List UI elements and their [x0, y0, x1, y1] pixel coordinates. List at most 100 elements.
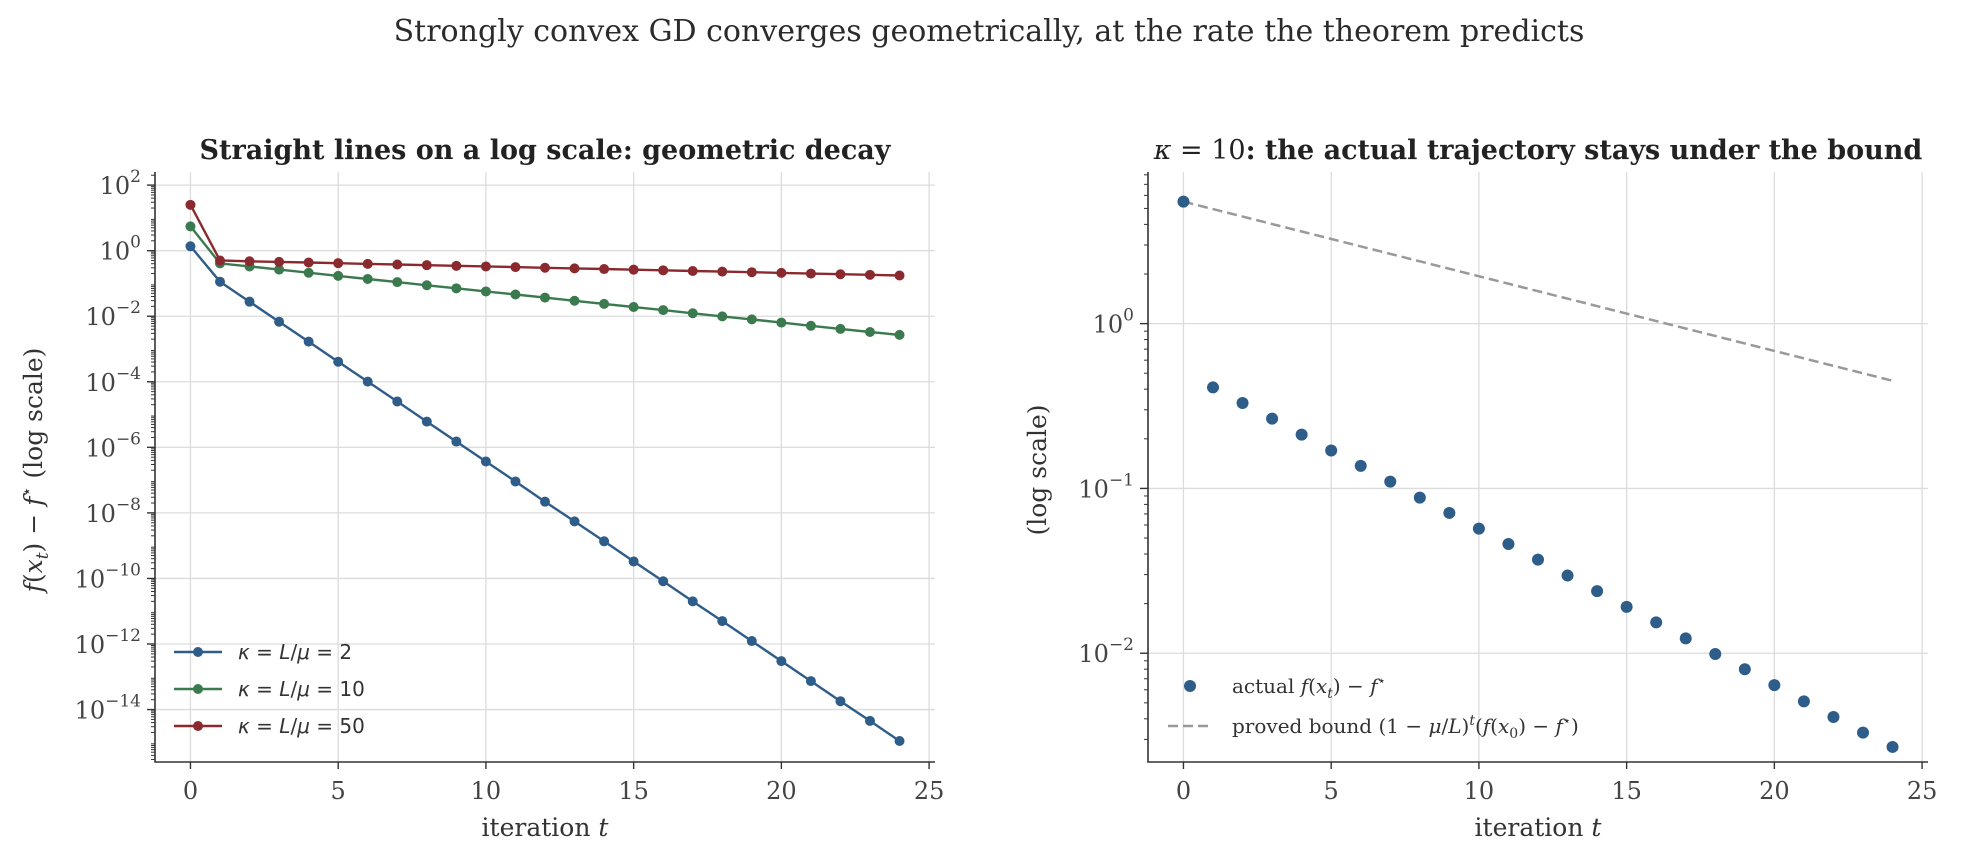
panel-left: Straight lines on a log scale: geometric…: [17, 135, 944, 842]
actual-point: [1797, 695, 1810, 708]
data-point-kappa2: [865, 715, 875, 726]
actual-point: [1709, 647, 1722, 660]
panel-left-series: [185, 199, 905, 746]
bound-line: [1183, 200, 1893, 382]
x-tick-label: 5: [1324, 777, 1339, 805]
actual-point: [1443, 506, 1456, 519]
data-point-kappa50: [569, 263, 580, 274]
data-point-kappa10: [717, 311, 728, 322]
y-tick-label: 10−2: [1078, 635, 1134, 668]
data-point-kappa50: [599, 264, 610, 275]
actual-point: [1857, 726, 1869, 739]
actual-point: [1679, 632, 1692, 645]
legend-actual-label: actual f(xt) − f⋆: [1232, 674, 1386, 702]
data-point-kappa50: [865, 269, 875, 280]
data-point-kappa50: [687, 265, 698, 276]
axes-spine: [1147, 172, 1928, 763]
data-point-kappa50: [480, 261, 491, 272]
panel-right-legend: actual f(xt) − f⋆ proved bound (1 − μ/L)…: [1168, 674, 1579, 742]
actual-point: [1472, 522, 1485, 535]
data-point-kappa2: [392, 396, 403, 407]
legend-label-kappa50: κ = L/μ = 50: [238, 714, 365, 738]
data-point-kappa10: [835, 323, 846, 334]
x-tick-label: 15: [618, 777, 649, 805]
data-point-kappa10: [392, 277, 403, 288]
x-tick-label: 0: [1176, 777, 1191, 805]
actual-point: [1532, 553, 1544, 566]
data-point-kappa2: [480, 456, 491, 467]
legend-bound-label: proved bound (1 − μ/L)t(f(x0) − f⋆): [1232, 713, 1579, 742]
data-point-kappa10: [510, 289, 521, 300]
actual-point: [1827, 711, 1840, 724]
data-point-kappa50: [894, 270, 905, 281]
data-point-kappa50: [658, 265, 669, 276]
data-point-kappa10: [421, 280, 432, 291]
panel-right-series: [1177, 195, 1899, 753]
data-point-kappa2: [421, 416, 432, 427]
x-tick-label: 20: [1759, 777, 1790, 805]
actual-point: [1354, 459, 1367, 472]
y-tick-label: 10−6: [85, 429, 141, 462]
data-point-kappa10: [805, 320, 816, 331]
y-tick-label: 10−4: [85, 364, 141, 397]
data-point-kappa2: [894, 735, 905, 746]
x-tick-label: 25: [1907, 777, 1938, 805]
actual-point: [1886, 740, 1899, 753]
actual-point: [1413, 491, 1426, 504]
x-tick-label: 25: [914, 777, 945, 805]
y-tick-label: 10−10: [75, 560, 141, 593]
x-tick-label: 5: [331, 777, 346, 805]
legend-label-kappa10: κ = L/μ = 10: [238, 677, 365, 701]
data-point-kappa10: [776, 317, 787, 328]
actual-point: [1591, 585, 1604, 598]
data-point-kappa50: [835, 269, 846, 280]
data-point-kappa2: [540, 496, 550, 507]
data-point-kappa10: [658, 305, 669, 316]
data-point-kappa10: [480, 286, 491, 297]
data-point-kappa50: [776, 267, 787, 278]
data-point-kappa50: [362, 258, 373, 269]
panel-left-axes: 0 5 10 15 20 25 102 100 10−2 10−4 10−6 10−8 10−10 10−…: [75, 167, 945, 805]
panel-right-title: κ = 10: the actual trajectory stays unde…: [1153, 135, 1923, 166]
y-tick-label: 100: [100, 233, 141, 266]
data-point-kappa10: [274, 264, 285, 275]
data-point-kappa2: [510, 476, 521, 487]
actual-point: [1384, 475, 1397, 488]
data-point-kappa50: [274, 256, 285, 267]
data-point-kappa2: [776, 656, 787, 667]
data-point-kappa50: [628, 264, 639, 275]
actual-point: [1207, 381, 1219, 394]
panel-right-xlabel: iteration t: [1475, 813, 1603, 842]
x-tick-label: 15: [1611, 777, 1642, 805]
x-tick-label: 0: [183, 777, 198, 805]
data-point-kappa2: [215, 276, 225, 287]
panel-left-xlabel: iteration t: [482, 813, 610, 842]
actual-point: [1768, 679, 1781, 692]
panel-left-title: Straight lines on a log scale: geometric…: [200, 135, 892, 166]
y-tick-label: 102: [100, 167, 141, 200]
data-point-kappa50: [185, 199, 196, 210]
data-point-kappa10: [451, 283, 462, 294]
y-tick-label: 10−1: [1078, 470, 1134, 503]
data-point-kappa50: [392, 259, 403, 270]
data-point-kappa2: [569, 516, 580, 527]
panel-right-axes: 0 5 10 15 20 25 100 10−1 10−2: [1078, 172, 1937, 805]
data-point-kappa2: [687, 596, 698, 607]
panel-right-title-math: κ: [1153, 135, 1172, 166]
data-point-kappa10: [303, 267, 314, 278]
data-point-kappa2: [628, 556, 639, 567]
data-point-kappa50: [451, 260, 462, 271]
data-point-kappa10: [746, 314, 757, 325]
data-point-kappa50: [746, 267, 757, 278]
y-tick-label: 100: [1093, 306, 1134, 339]
panel-right-ylabel: (log scale): [1023, 404, 1052, 535]
panel-left-ylabel: f(xt) − f⋆ (log scale): [17, 348, 53, 595]
data-point-kappa50: [540, 262, 550, 273]
data-point-kappa50: [244, 256, 255, 267]
y-tick-label: 10−8: [85, 495, 141, 528]
data-point-kappa10: [540, 292, 550, 303]
data-point-kappa10: [569, 295, 580, 306]
figure-suptitle: Strongly convex GD converges geometrical…: [394, 14, 1585, 49]
x-tick-label: 10: [471, 777, 502, 805]
